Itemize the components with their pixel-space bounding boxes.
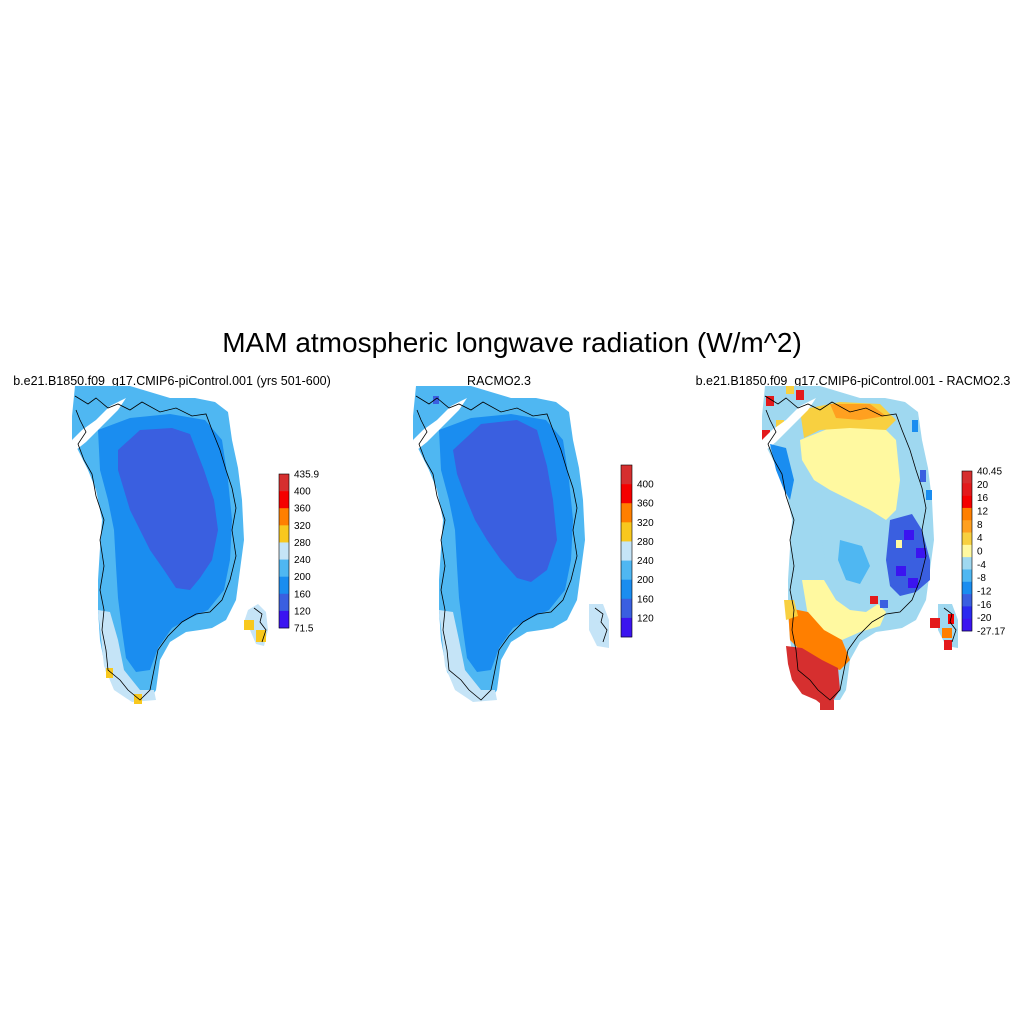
colorbar-tick-label: -16 bbox=[977, 600, 992, 611]
colorbar-swatch bbox=[962, 507, 972, 521]
colorbar-swatch bbox=[621, 541, 632, 561]
panel-2-title: RACMO2.3 bbox=[467, 374, 531, 388]
colorbar-tick-label: -20 bbox=[977, 613, 992, 624]
colorbar-tick-label: 400 bbox=[637, 480, 654, 491]
colorbar-swatch bbox=[621, 522, 632, 542]
colorbar-tick-label: 320 bbox=[637, 518, 654, 529]
colorbar-tick-label: 360 bbox=[294, 504, 311, 515]
colorbar-swatch bbox=[621, 465, 632, 485]
colorbar-swatch bbox=[279, 610, 289, 629]
colorbar-tick-label: 0 bbox=[977, 547, 983, 558]
colorbar-tick-label: 20 bbox=[977, 480, 989, 491]
colorbar-tick-label: 200 bbox=[294, 572, 311, 583]
colorbar-swatch bbox=[962, 495, 972, 509]
colorbar-tick-label: 8 bbox=[977, 520, 983, 531]
colorbar-tick-label: 16 bbox=[977, 493, 989, 504]
colorbar-swatch bbox=[279, 559, 289, 577]
colorbar-swatch bbox=[279, 593, 289, 612]
panel-1-title: b.e21.B1850.f09_g17.CMIP6-piControl.001 … bbox=[13, 374, 331, 388]
colorbar-tick-label: 435.9 bbox=[294, 470, 319, 481]
colorbar-tick-label: -8 bbox=[977, 573, 986, 584]
colorbar-tick-label: 240 bbox=[637, 556, 654, 567]
colorbar-swatch bbox=[962, 569, 972, 583]
colorbar-swatch bbox=[621, 598, 632, 619]
map-panel-2 bbox=[413, 386, 609, 702]
colorbar-swatch bbox=[962, 520, 972, 533]
colorbar-swatch bbox=[621, 484, 632, 504]
map-panel-3 bbox=[762, 386, 958, 710]
colorbar-tick-label: -12 bbox=[977, 587, 992, 598]
colorbar-swatch bbox=[279, 474, 289, 492]
colorbar-tick-label: 400 bbox=[294, 487, 311, 498]
colorbar-swatch bbox=[962, 557, 972, 570]
colorbar-swatch bbox=[279, 491, 289, 509]
colorbar-swatch bbox=[962, 544, 972, 558]
figure-title: MAM atmospheric longwave radiation (W/m^… bbox=[222, 327, 802, 358]
colorbar-swatch bbox=[962, 483, 972, 496]
colorbar-swatch bbox=[962, 618, 972, 632]
colorbar-tick-label: 360 bbox=[637, 499, 654, 510]
colorbar-tick-label: 200 bbox=[637, 575, 654, 586]
colorbar-swatch bbox=[621, 617, 632, 638]
colorbar-tick-label: -27.17 bbox=[977, 627, 1006, 638]
colorbar-panel-1: 435.9 400 360 320 280 240 200 160 120 71.5 bbox=[278, 470, 319, 635]
colorbar-tick-label: 160 bbox=[637, 594, 654, 605]
colorbar-swatch bbox=[621, 560, 632, 580]
colorbar-tick-label: 240 bbox=[294, 555, 311, 566]
colorbar-swatch bbox=[279, 508, 289, 526]
colorbar-frame bbox=[278, 473, 290, 629]
colorbar-tick-label: -4 bbox=[977, 560, 986, 571]
colorbar-swatch bbox=[962, 581, 972, 595]
colorbar-swatch bbox=[962, 606, 972, 619]
colorbar-swatch bbox=[962, 471, 972, 484]
map-panel-1 bbox=[72, 386, 268, 704]
colorbar-panel-2: 400 360 320 280 240 200 160 120 bbox=[620, 464, 654, 638]
colorbar-tick-label: 120 bbox=[294, 606, 311, 617]
colorbar-tick-label: 280 bbox=[294, 538, 311, 549]
colorbar-swatch bbox=[621, 503, 632, 523]
colorbar-tick-label: 120 bbox=[637, 613, 654, 624]
colorbar-swatch bbox=[279, 576, 289, 595]
colorbar-swatch bbox=[962, 594, 972, 607]
colorbar-tick-label: 160 bbox=[294, 589, 311, 600]
colorbar-panel-3: 40.45 20 16 12 8 4 0 -4 -8 -12 -16 -20 -27.17 bbox=[961, 467, 1006, 638]
colorbar-frame bbox=[961, 470, 973, 632]
colorbar-swatch bbox=[279, 542, 289, 560]
colorbar-tick-label: 4 bbox=[977, 533, 983, 544]
colorbar-tick-label: 280 bbox=[637, 537, 654, 548]
colorbar-tick-label: 12 bbox=[977, 507, 989, 518]
colorbar-swatch bbox=[962, 532, 972, 546]
colorbar-swatch bbox=[621, 579, 632, 600]
colorbar-tick-label: 320 bbox=[294, 521, 311, 532]
colorbar-tick-label: 40.45 bbox=[977, 467, 1002, 478]
colorbar-tick-label: 71.5 bbox=[294, 624, 314, 635]
panel-3-title: b.e21.B1850.f09_g17.CMIP6-piControl.001 … bbox=[695, 374, 1011, 388]
colorbar-frame bbox=[620, 464, 633, 638]
colorbar-swatch bbox=[279, 525, 289, 543]
